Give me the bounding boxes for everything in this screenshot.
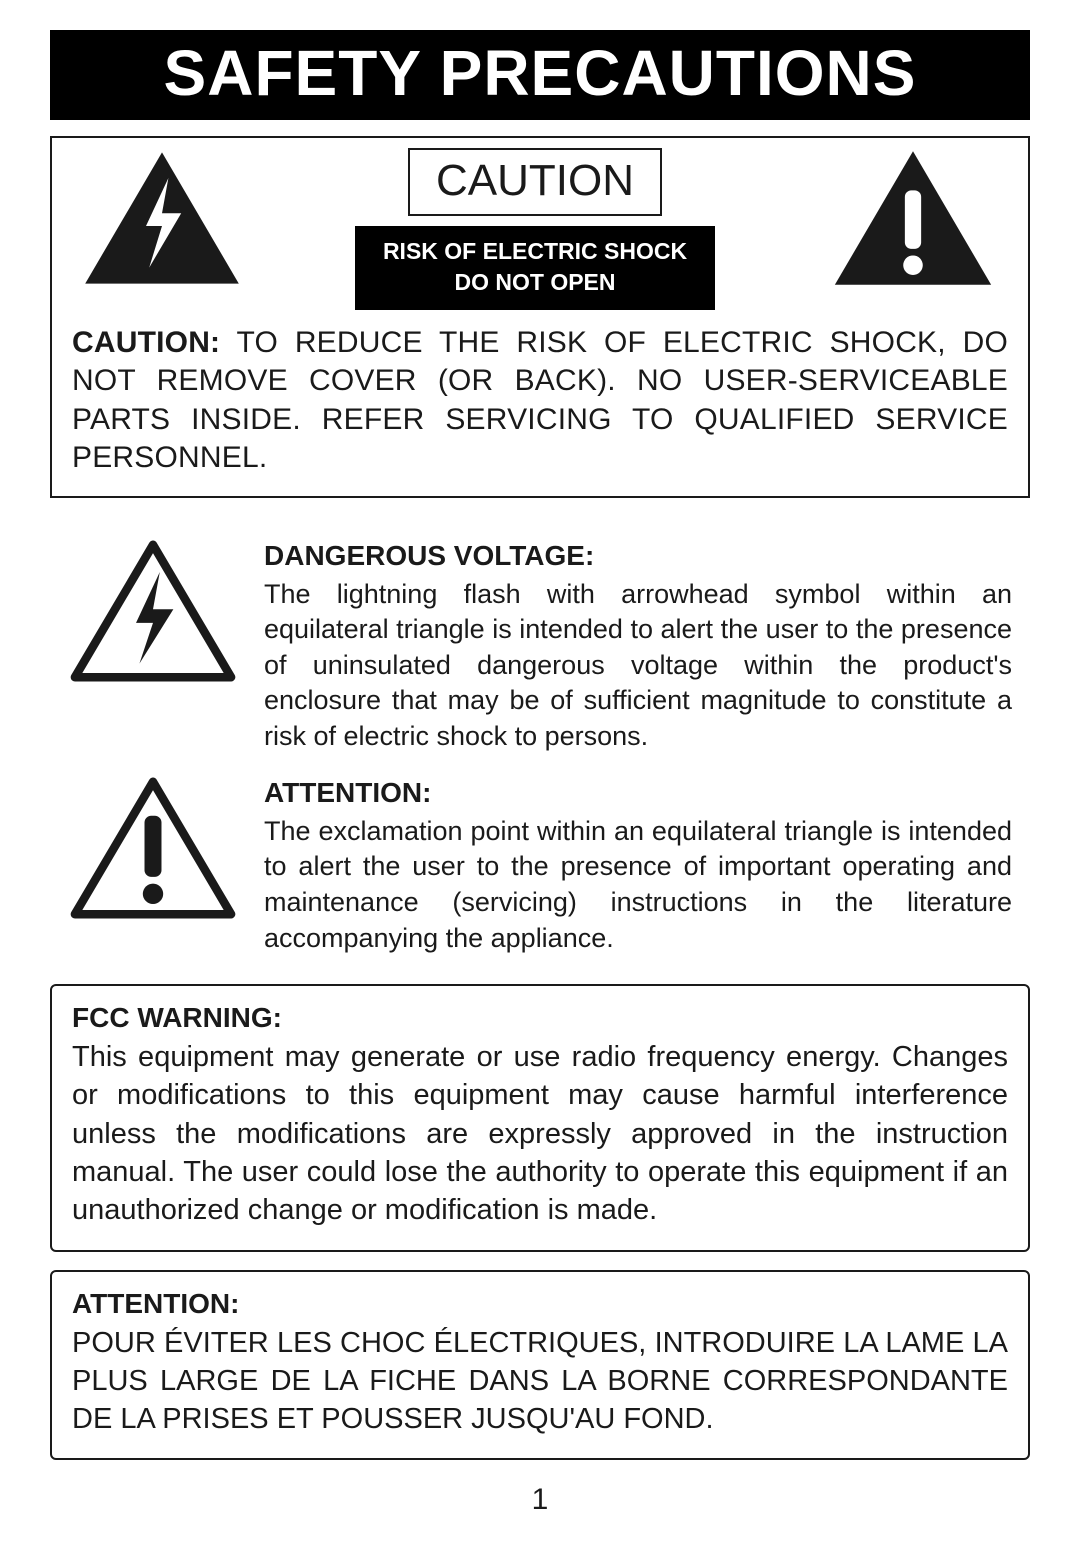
- attention-fr-body: POUR ÉVITER LES CHOC ÉLECTRIQUES, INTROD…: [72, 1324, 1008, 1439]
- attention-icon-wrap: [68, 775, 238, 926]
- dangerous-voltage-row: DANGEROUS VOLTAGE: The lightning flash w…: [68, 538, 1012, 755]
- banner-title: SAFETY PRECAUTIONS: [164, 37, 917, 109]
- fcc-warning-box: FCC WARNING: This equipment may generate…: [50, 984, 1030, 1251]
- attention-symbol-body: The exclamation point within an equilate…: [264, 816, 1012, 953]
- attention-fr-heading: ATTENTION:: [72, 1288, 1008, 1320]
- attention-symbol-text: ATTENTION: The exclamation point within …: [264, 775, 1012, 956]
- fcc-warning-heading: FCC WARNING:: [72, 1002, 1008, 1034]
- risk-line-2: DO NOT OPEN: [369, 267, 701, 298]
- exclamation-triangle-filled-icon: [828, 148, 998, 288]
- caution-label: CAUTION: [436, 156, 634, 205]
- risk-box: RISK OF ELECTRIC SHOCK DO NOT OPEN: [355, 226, 715, 310]
- attention-symbol-heading: ATTENTION:: [264, 775, 1012, 812]
- dangerous-voltage-heading: DANGEROUS VOLTAGE:: [264, 538, 1012, 575]
- caution-body: CAUTION: TO REDUCE THE RISK OF ELECTRIC …: [52, 316, 1028, 496]
- dangerous-voltage-body: The lightning flash with arrowhead symbo…: [264, 579, 1012, 752]
- exclamation-triangle-outline-icon: [68, 775, 238, 921]
- caution-top-row: CAUTION RISK OF ELECTRIC SHOCK DO NOT OP…: [52, 138, 1028, 316]
- lightning-triangle-filled-icon: [82, 148, 242, 288]
- page-number: 1: [0, 1483, 1080, 1517]
- fcc-warning-body: This equipment may generate or use radio…: [72, 1038, 1008, 1229]
- attention-fr-box: ATTENTION: POUR ÉVITER LES CHOC ÉLECTRIQ…: [50, 1270, 1030, 1461]
- caution-body-lead: CAUTION:: [72, 326, 220, 359]
- caution-panel: CAUTION RISK OF ELECTRIC SHOCK DO NOT OP…: [50, 136, 1030, 498]
- lightning-triangle-outline-icon: [68, 538, 238, 684]
- risk-line-1: RISK OF ELECTRIC SHOCK: [369, 236, 701, 267]
- dangerous-voltage-text: DANGEROUS VOLTAGE: The lightning flash w…: [264, 538, 1012, 755]
- caution-center: CAUTION RISK OF ELECTRIC SHOCK DO NOT OP…: [242, 148, 828, 310]
- caution-label-box: CAUTION: [408, 148, 662, 216]
- safety-banner: SAFETY PRECAUTIONS: [50, 30, 1030, 120]
- dangerous-voltage-icon-wrap: [68, 538, 238, 689]
- attention-symbol-row: ATTENTION: The exclamation point within …: [68, 775, 1012, 956]
